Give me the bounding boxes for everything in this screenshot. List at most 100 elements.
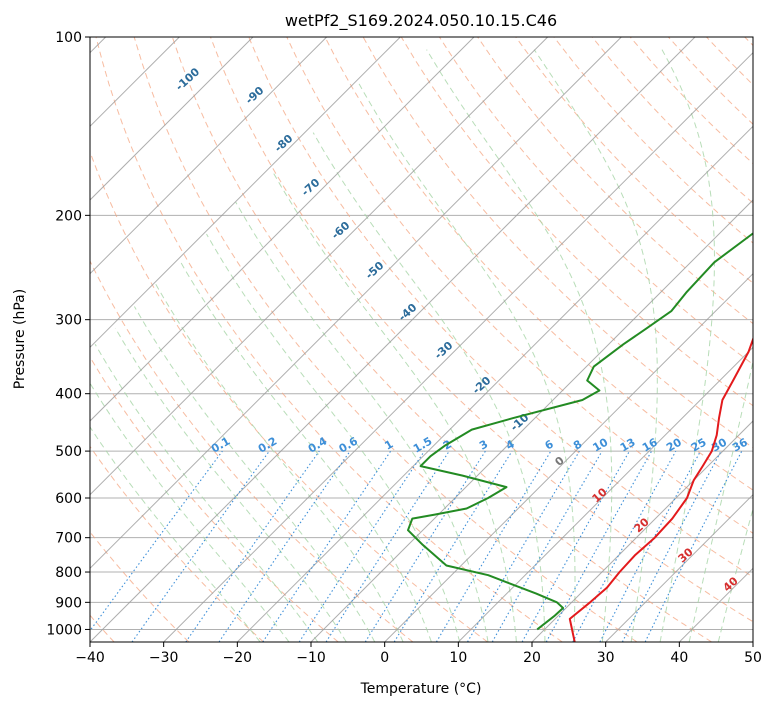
isotherm-line (90, 37, 401, 349)
dry-adiabat-label: -60 (329, 219, 353, 242)
isotherm-line (163, 51, 753, 642)
dry-adiabat (286, 37, 753, 534)
dry-adiabat (515, 37, 753, 284)
mixing-ratio-lines (90, 450, 743, 642)
mixing-ratio-line (467, 450, 580, 642)
moist-adiabat (533, 49, 658, 642)
x-tick-label: −40 (75, 650, 105, 666)
x-tick-label: 0 (380, 650, 389, 666)
mixing-ratio-line (521, 450, 630, 642)
moist-adiabat (717, 507, 753, 642)
mixing-ratio-label: 1.5 (411, 435, 434, 456)
moist-adiabat (235, 201, 489, 642)
dry-adiabat-label: 40 (721, 574, 741, 594)
mixing-ratio-line (393, 450, 513, 642)
mixing-ratio-line (435, 450, 552, 642)
mixing-ratio-line (298, 450, 425, 642)
x-tick-label: 40 (670, 650, 688, 666)
dry-adiabat-label: 30 (676, 545, 696, 565)
dry-adiabat-label: -40 (396, 301, 420, 324)
dry-adiabat (90, 259, 414, 642)
mixing-ratio-label: 1 (382, 438, 395, 453)
dry-adiabat-label: -30 (432, 339, 456, 362)
x-tick-label: −20 (223, 650, 253, 666)
temperature-profile-line (568, 336, 753, 642)
isotherm-line (384, 272, 753, 642)
y-tick-label: 900 (55, 595, 82, 611)
mixing-ratio-line (131, 450, 270, 642)
isotherm-line (90, 37, 254, 201)
moist-adiabat (90, 426, 261, 642)
mixing-ratio-label: 16 (640, 435, 660, 454)
mixing-ratio-line (572, 450, 677, 642)
dry-adiabat (706, 37, 753, 86)
isotherm-grid (90, 37, 753, 642)
dry-adiabat (477, 37, 753, 325)
moist-adiabat (154, 282, 404, 642)
isotherm-line (90, 37, 475, 422)
moist-adiabats (90, 49, 753, 642)
mixing-ratio-label: 3 (477, 438, 490, 453)
dry-adiabat-label: -70 (299, 176, 323, 199)
mixing-ratio-label: 0.6 (337, 434, 361, 455)
isotherm-line (90, 37, 549, 496)
y-axis-label: Pressure (hPa) (12, 289, 28, 389)
mixing-ratio-label: 10 (590, 435, 610, 454)
isotherm-line (457, 346, 753, 642)
y-tick-label: 100 (55, 30, 82, 46)
dry-adiabat (90, 356, 339, 642)
isotherm-line (752, 641, 753, 642)
y-tick-label: 700 (55, 531, 82, 547)
x-tick-label: 20 (523, 650, 541, 666)
moist-adiabat (659, 49, 716, 642)
mixing-ratio-line (325, 450, 450, 642)
dry-adiabat (95, 37, 563, 642)
y-tick-label: 200 (55, 208, 82, 224)
y-tick-label: 1000 (46, 622, 82, 638)
moist-adiabat (180, 262, 432, 642)
dry-adiabat (210, 37, 753, 623)
x-axis-ticks: −40 −30 −20 −10 0 10 20 30 40 50 (75, 642, 762, 666)
dry-adiabat-label: -80 (272, 132, 296, 155)
mixing-ratio-line (545, 450, 653, 642)
isobar-grid (90, 37, 753, 630)
dry-adiabat-label: 20 (632, 515, 652, 535)
moist-adiabat (133, 306, 376, 642)
moist-adiabat (90, 382, 290, 642)
moist-adiabat (312, 132, 546, 642)
chart-title: wetPf2_S169.2024.050.10.15.C46 (285, 11, 557, 31)
isotherm-line (531, 420, 753, 642)
moist-adiabat (426, 49, 613, 642)
x-tick-label: −10 (296, 650, 326, 666)
mixing-ratio-label: 25 (689, 436, 709, 455)
dry-adiabat (90, 445, 264, 642)
moist-adiabat (114, 327, 347, 642)
isotherm-line (310, 199, 753, 642)
mixing-ratio-line (262, 450, 392, 642)
plot-frame (89, 36, 754, 643)
x-tick-label: 10 (449, 650, 467, 666)
moist-adiabat (358, 83, 576, 642)
mixing-ratio-line (90, 450, 223, 632)
y-axis-ticks: 100 200 300 400 500 600 700 800 900 1000 (46, 30, 90, 638)
moist-adiabat (273, 173, 517, 642)
dry-adiabat (90, 531, 190, 642)
x-axis-label: Temperature (°C) (360, 681, 482, 697)
dry-adiabat-label: 10 (590, 485, 610, 505)
mixing-ratio-label: 0.1 (209, 435, 232, 456)
moist-adiabat (94, 343, 319, 642)
isotherm-line (90, 37, 696, 642)
x-tick-label: 30 (597, 650, 615, 666)
dry-adiabat (90, 150, 488, 642)
dry-adiabat-label: -100 (173, 65, 202, 93)
dry-adiabat (171, 37, 712, 642)
moist-adiabat (206, 233, 461, 642)
mixing-ratio-line (218, 450, 351, 642)
dry-adiabat (248, 37, 753, 578)
y-tick-label: 400 (55, 387, 82, 403)
mixing-ratio-label: 0.4 (306, 434, 330, 455)
dry-adiabats (90, 37, 753, 642)
mixing-ratio-label: 6 (543, 437, 556, 452)
isotherm-line (605, 493, 753, 642)
